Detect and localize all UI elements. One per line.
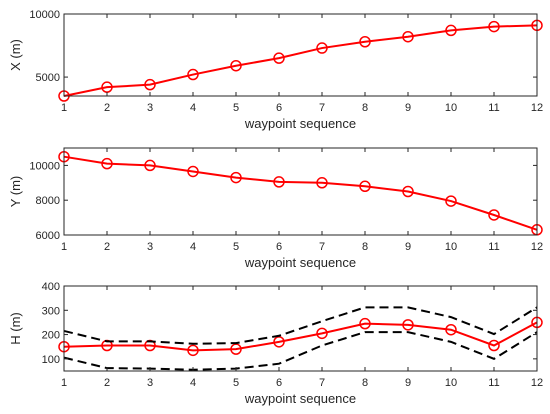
subplot-3-x-tick-label: 11 bbox=[488, 377, 499, 389]
subplot-3-point-8 bbox=[359, 317, 371, 330]
subplot-1-x-axis-label: waypoint sequence bbox=[244, 116, 356, 131]
subplot-2-point-10 bbox=[445, 195, 457, 207]
subplot-3-axes-box bbox=[63, 285, 538, 372]
subplot-2-x-tick-label: 4 bbox=[190, 241, 196, 253]
subplot-1-series-line bbox=[63, 24, 538, 97]
subplot-3-x-tick-label: 5 bbox=[233, 377, 239, 389]
subplot-2-point-8 bbox=[359, 180, 371, 193]
subplot-3-y-tick-label: 300 bbox=[42, 305, 60, 317]
subplot-1-axes-box bbox=[63, 13, 538, 97]
subplot-3-x-tick-label: 1 bbox=[61, 377, 67, 389]
subplot-1-x-tick-label: 2 bbox=[104, 102, 110, 114]
subplot-1-y-tick-label: 10000 bbox=[29, 9, 60, 21]
subplot-2-x-tick-label: 9 bbox=[405, 241, 411, 253]
subplot-1-point-10 bbox=[445, 24, 457, 37]
subplot-2-x-tick-label: 3 bbox=[147, 241, 153, 253]
subplot-1-x-tick-label: 7 bbox=[319, 102, 325, 114]
subplot-3-x-axis-label: waypoint sequence bbox=[244, 391, 356, 406]
subplot-3-x-tick-label: 6 bbox=[276, 377, 282, 389]
subplot-1-point-7 bbox=[316, 42, 328, 54]
subplot-1-point-5 bbox=[230, 59, 242, 72]
subplot-2-point-4 bbox=[187, 165, 199, 178]
subplot-2-point-3 bbox=[144, 159, 156, 172]
subplot-3-series-line bbox=[63, 321, 538, 352]
subplot-3-y-axis-label: H (m) bbox=[8, 312, 23, 345]
subplot-1-x-tick-label: 8 bbox=[362, 102, 368, 114]
subplot-3-point-7 bbox=[316, 327, 328, 340]
subplot-2-series-line bbox=[63, 155, 538, 231]
subplot-1-x-tick-label: 3 bbox=[147, 102, 153, 114]
subplot-2-y-tick-label: 10000 bbox=[29, 160, 60, 172]
subplot-2-x-tick-label: 5 bbox=[233, 241, 239, 253]
subplot-3-x-tick-label: 7 bbox=[319, 377, 325, 389]
subplot-3-x-tick-label: 3 bbox=[147, 377, 153, 389]
subplot-2-y-axis-label: Y (m) bbox=[8, 176, 23, 208]
subplot-1-x-tick-label: 9 bbox=[405, 102, 411, 114]
subplot-3-point-4 bbox=[187, 344, 199, 357]
subplot-1-x-tick-label: 10 bbox=[445, 102, 457, 114]
subplot-1-y-tick-label: 5000 bbox=[36, 72, 60, 84]
subplot-1-y-axis-label: X (m) bbox=[8, 39, 23, 71]
subplot-1-x-tick-label: 11 bbox=[488, 102, 499, 114]
subplot-2-point-2 bbox=[101, 157, 113, 170]
subplot-2-point-11 bbox=[488, 209, 500, 221]
subplot-3-y-tick-label: 400 bbox=[42, 281, 60, 293]
subplot-1-point-4 bbox=[187, 68, 199, 81]
subplot-1-point-11 bbox=[488, 20, 500, 33]
subplot-2-point-5 bbox=[230, 171, 242, 184]
subplot-1-x-tick-label: 1 bbox=[61, 102, 67, 114]
subplot-2-x-axis-label: waypoint sequence bbox=[244, 255, 356, 270]
subplot-2-x-tick-label: 6 bbox=[276, 241, 282, 253]
subplot-3-x-tick-label: 12 bbox=[531, 377, 543, 389]
subplot-2-point-7 bbox=[316, 177, 328, 189]
subplot-3-y-tick-label: 200 bbox=[42, 330, 60, 342]
subplot-3-point-11 bbox=[488, 339, 500, 352]
subplot-2-x-tick-label: 7 bbox=[319, 241, 325, 253]
subplot-3-y-tick-label: 100 bbox=[42, 354, 60, 366]
subplot-2-x-tick-label: 2 bbox=[104, 241, 110, 253]
subplot-2-x-tick-label: 12 bbox=[531, 241, 543, 253]
subplot-3-point-6 bbox=[273, 336, 285, 348]
subplot-3-x-tick-label: 8 bbox=[362, 377, 368, 389]
subplot-1-x-tick-label: 5 bbox=[233, 102, 239, 114]
subplot-2-x-tick-label: 11 bbox=[488, 241, 499, 253]
subplot-3-point-10 bbox=[445, 323, 457, 336]
subplot-3-dashed-line-1 bbox=[63, 306, 538, 345]
subplot-1-point-9 bbox=[402, 30, 414, 43]
subplot-3-x-tick-label: 9 bbox=[405, 377, 411, 389]
subplot-2-x-tick-label: 1 bbox=[61, 241, 67, 253]
subplot-2-y-tick-label: 6000 bbox=[36, 230, 60, 242]
subplot-2-x-tick-label: 10 bbox=[445, 241, 457, 253]
subplot-3-x-tick-label: 10 bbox=[445, 377, 457, 389]
subplot-2-axes-box bbox=[63, 147, 538, 236]
subplot-3-point-9 bbox=[402, 319, 414, 331]
subplot-3-point-5 bbox=[230, 343, 242, 355]
subplot-1-point-6 bbox=[273, 52, 285, 64]
subplot-1-x-tick-label: 4 bbox=[190, 102, 196, 114]
subplot-1-x-tick-label: 6 bbox=[276, 102, 282, 114]
subplot-2-point-6 bbox=[273, 176, 285, 188]
subplot-2-x-tick-label: 8 bbox=[362, 241, 368, 253]
subplot-3-x-tick-label: 4 bbox=[190, 377, 196, 389]
subplot-2-y-tick-label: 8000 bbox=[36, 195, 60, 207]
subplot-1-point-3 bbox=[144, 78, 156, 91]
subplot-3-dashed-line-2 bbox=[63, 331, 538, 371]
subplot-2-point-9 bbox=[402, 185, 414, 198]
subplot-1-point-8 bbox=[359, 36, 371, 48]
subplot-3-x-tick-label: 2 bbox=[104, 377, 110, 389]
subplot-1-x-tick-label: 12 bbox=[531, 102, 543, 114]
